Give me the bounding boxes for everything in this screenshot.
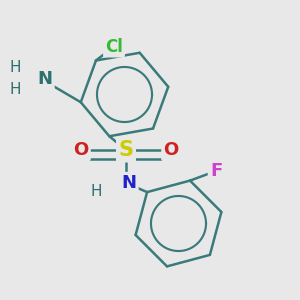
Text: N: N — [38, 70, 52, 88]
Text: H: H — [9, 60, 21, 75]
Text: O: O — [164, 141, 178, 159]
Text: H: H — [90, 184, 102, 200]
Text: O: O — [74, 141, 88, 159]
Text: H: H — [9, 82, 21, 98]
Text: Cl: Cl — [105, 38, 123, 56]
Text: S: S — [118, 140, 134, 160]
Text: N: N — [122, 174, 136, 192]
Text: F: F — [210, 162, 222, 180]
